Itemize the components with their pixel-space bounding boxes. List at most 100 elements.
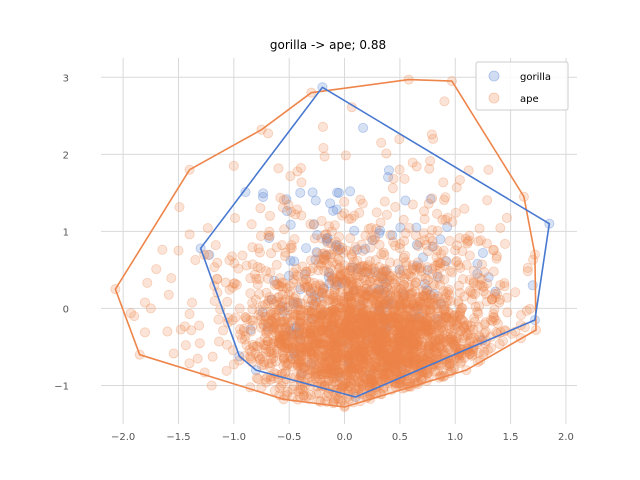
ape-point — [354, 327, 365, 338]
ape-point — [364, 276, 375, 287]
ape-point — [348, 302, 359, 313]
ape-point — [371, 361, 382, 372]
gorilla-points — [195, 82, 555, 403]
ape-point — [401, 313, 412, 324]
ape-point — [349, 297, 360, 308]
ape-point — [425, 155, 436, 166]
gorilla-point — [330, 241, 341, 252]
ape-point — [255, 311, 266, 322]
ape-point — [265, 210, 276, 221]
ape-point — [418, 291, 429, 302]
ape-point — [397, 327, 408, 338]
gorilla-point — [395, 222, 406, 233]
ape-point — [174, 202, 185, 213]
ape-point — [397, 353, 408, 364]
ape-point — [435, 258, 446, 269]
ape-point — [334, 326, 345, 337]
ape-point — [369, 320, 380, 331]
ape-point — [317, 308, 328, 319]
ape-point — [360, 305, 371, 316]
ape-point — [296, 356, 307, 367]
ape-point — [371, 346, 382, 357]
ape-point — [261, 266, 272, 277]
ape-point — [453, 298, 464, 309]
ape-point — [383, 285, 394, 296]
ape-point — [381, 313, 392, 324]
ape-point — [379, 196, 390, 207]
ape-point — [262, 336, 273, 347]
gorilla-point — [385, 299, 396, 310]
legend-marker-ape — [488, 92, 500, 104]
ape-point — [413, 301, 424, 312]
ape-point — [343, 284, 354, 295]
ape-point — [345, 314, 356, 325]
ape-point — [385, 272, 396, 283]
ape-point — [342, 350, 353, 361]
ape-point — [283, 343, 294, 354]
ape-point — [418, 350, 429, 361]
ape-point — [347, 274, 358, 285]
ape-point — [319, 254, 330, 265]
ape-point — [430, 341, 441, 352]
ape-point — [366, 222, 377, 233]
ape-point — [325, 263, 336, 274]
ape-point — [409, 339, 420, 350]
ape-point — [337, 323, 348, 334]
ape-point — [376, 310, 387, 321]
grid — [101, 58, 577, 424]
gorilla-point — [299, 269, 310, 280]
ape-point — [376, 249, 387, 260]
ape-point — [457, 303, 468, 314]
gorilla-point — [352, 244, 363, 255]
ape-point — [426, 129, 437, 140]
ape-point — [359, 313, 370, 324]
ape-point — [265, 267, 276, 278]
ape-point — [326, 342, 337, 353]
ape-point — [365, 345, 376, 356]
ape-point — [407, 327, 418, 338]
ape-point — [435, 323, 446, 334]
ape-point — [343, 307, 354, 318]
ape-point — [273, 338, 284, 349]
ape-point — [362, 266, 373, 277]
ape-point — [343, 372, 354, 383]
ape-point — [390, 366, 401, 377]
ape-point — [445, 317, 456, 328]
ape-point — [394, 358, 405, 369]
ape-point — [408, 306, 419, 317]
ape-point — [406, 343, 417, 354]
ape-point — [371, 207, 382, 218]
ape-point — [316, 310, 327, 321]
ape-point — [383, 313, 394, 324]
ape-point — [444, 284, 455, 295]
ape-point — [434, 341, 445, 352]
ape-point — [380, 342, 391, 353]
ape-point — [349, 287, 360, 298]
ape-point — [316, 368, 327, 379]
ape-point — [313, 319, 324, 330]
ape-point — [233, 263, 244, 274]
ape-point — [336, 328, 347, 339]
ape-point — [333, 318, 344, 329]
ape-point — [319, 323, 330, 334]
ape-point — [268, 353, 279, 364]
ape-point — [279, 316, 290, 327]
ape-point — [353, 321, 364, 332]
ape-point — [353, 363, 364, 374]
ape-point — [276, 380, 287, 391]
ape-point — [453, 353, 464, 364]
ape-point — [336, 296, 347, 307]
gorilla-point — [285, 255, 296, 266]
ape-point — [330, 367, 341, 378]
ape-point — [381, 321, 392, 332]
ape-point — [357, 295, 368, 306]
ape-point — [346, 265, 357, 276]
ape-point — [264, 362, 275, 373]
ape-point — [415, 296, 426, 307]
ape-point — [415, 296, 426, 307]
ape-point — [430, 335, 441, 346]
ape-point — [389, 306, 400, 317]
ape-point — [380, 337, 391, 348]
ape-point — [326, 226, 337, 237]
ape-point — [245, 273, 256, 284]
